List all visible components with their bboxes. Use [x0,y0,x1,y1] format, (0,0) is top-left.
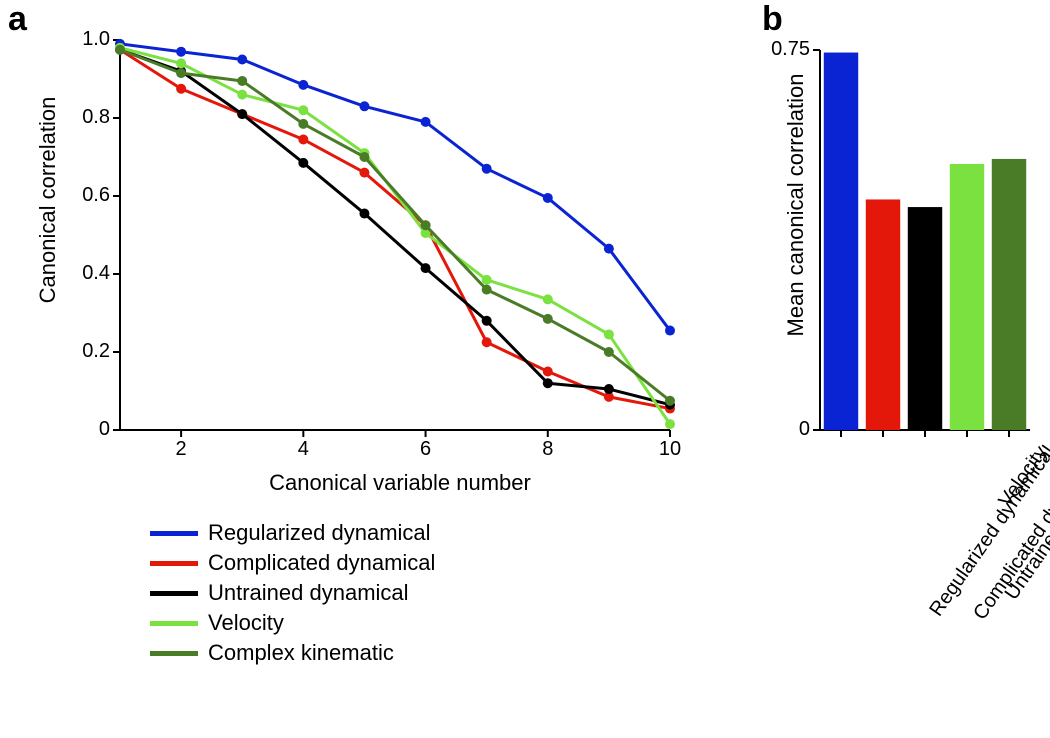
legend-item: Untrained dynamical [150,580,435,606]
legend-swatch [150,591,198,596]
series-marker [115,45,125,55]
series-marker [482,316,492,326]
series-marker [482,164,492,174]
series-marker [298,158,308,168]
series-marker [359,152,369,162]
bar-ytick-label: 0 [765,418,810,441]
line-chart-ylabel: Canonical correlation [35,50,61,350]
series-marker [176,47,186,57]
series-marker [359,101,369,111]
series-line [120,48,670,424]
line-ytick-label: 0.2 [70,340,110,363]
legend-item: Complicated dynamical [150,550,435,576]
bar [992,159,1026,430]
line-ytick-label: 1.0 [70,28,110,51]
series-marker [298,105,308,115]
series-marker [665,396,675,406]
series-marker [604,384,614,394]
series-marker [604,347,614,357]
line-ytick-label: 0.6 [70,184,110,207]
series-marker [237,76,247,86]
line-xtick-label: 4 [288,438,318,461]
figure: a b Canonical correlation Canonical vari… [0,0,1050,738]
series-marker [543,314,553,324]
legend-swatch [150,621,198,626]
series-marker [543,367,553,377]
line-xtick-label: 2 [166,438,196,461]
series-marker [237,109,247,119]
legend-swatch [150,651,198,656]
bar [950,164,984,430]
series-marker [237,90,247,100]
line-xtick-label: 8 [533,438,563,461]
series-marker [482,285,492,295]
legend-item: Complex kinematic [150,640,435,666]
series-marker [298,134,308,144]
line-chart [100,30,690,460]
series-marker [604,244,614,254]
series-marker [298,80,308,90]
line-xtick-label: 6 [411,438,441,461]
series-marker [359,209,369,219]
legend-label: Complex kinematic [208,640,394,666]
legend-label: Complicated dynamical [208,550,435,576]
series-marker [482,337,492,347]
line-xtick-label: 10 [655,438,685,461]
series-marker [176,68,186,78]
series-marker [482,275,492,285]
legend-item: Regularized dynamical [150,520,435,546]
legend-swatch [150,561,198,566]
series-marker [543,193,553,203]
series-marker [176,58,186,68]
series-marker [421,220,431,230]
panel-a-label: a [8,0,27,39]
series-marker [665,326,675,336]
line-ytick-label: 0.4 [70,262,110,285]
series-marker [298,119,308,129]
bar [866,199,900,430]
series-line [120,50,670,405]
line-ytick-label: 0 [70,418,110,441]
bar-chart-ylabel: Mean canonical correlation [783,40,809,370]
line-ytick-label: 0.8 [70,106,110,129]
series-marker [359,168,369,178]
bar-ytick-label: 0.75 [765,38,810,61]
line-chart-xlabel: Canonical variable number [200,470,600,496]
series-marker [237,55,247,65]
series-line [120,50,670,401]
series-marker [543,294,553,304]
series-marker [176,84,186,94]
series-marker [604,329,614,339]
legend: Regularized dynamical Complicated dynamic… [150,520,435,670]
panel-b-label: b [762,0,783,39]
legend-item: Velocity [150,610,435,636]
legend-label: Untrained dynamical [208,580,409,606]
series-marker [543,378,553,388]
series-marker [421,117,431,127]
series-marker [421,263,431,273]
series-marker [665,419,675,429]
legend-label: Velocity [208,610,284,636]
legend-label: Regularized dynamical [208,520,431,546]
bar-chart [800,30,1040,440]
bar [908,207,942,430]
bar [824,53,858,430]
legend-swatch [150,531,198,536]
